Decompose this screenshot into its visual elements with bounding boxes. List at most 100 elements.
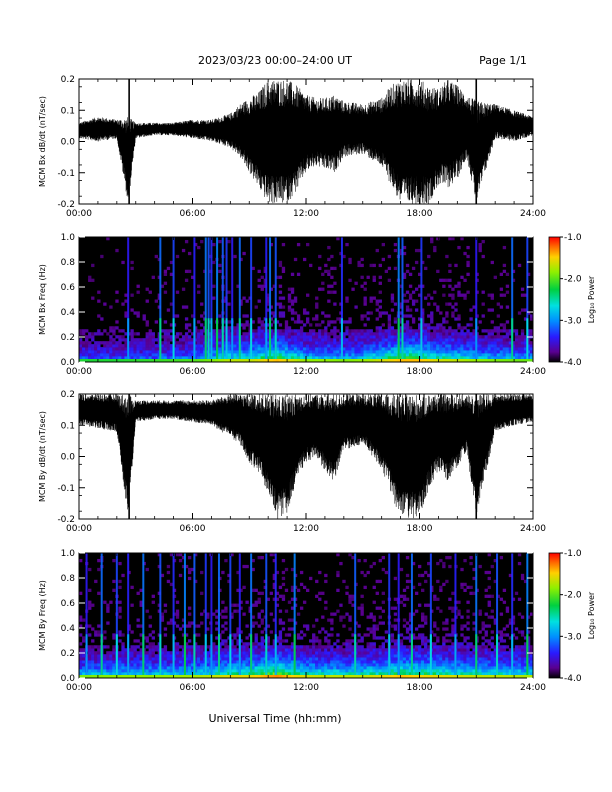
spectrogram-cell <box>451 651 455 655</box>
spectrogram-cell <box>348 260 352 265</box>
spectrogram-cell <box>148 672 152 676</box>
spectrogram-cell <box>287 663 292 667</box>
spectrogram-cell <box>442 329 446 333</box>
spectrogram-cell <box>194 353 198 357</box>
spectrogram-cell <box>517 630 522 634</box>
spectrogram-cell <box>327 645 331 649</box>
spectrogram-cell <box>436 237 440 241</box>
spectrogram-cell <box>354 335 358 339</box>
spectrogram-cell <box>290 645 295 649</box>
spectrogram-cell <box>145 347 149 351</box>
spectrogram-cell <box>424 350 428 354</box>
spectrogram-cell <box>206 669 210 673</box>
spectrogram-cell <box>88 350 92 354</box>
spectrogram-cell <box>408 666 413 670</box>
spectrogram-cell <box>245 663 249 667</box>
spectrogram-cell <box>339 561 343 566</box>
spectrogram-cell <box>194 657 198 661</box>
spectrogram-cell <box>457 609 461 613</box>
spectrogram-cell <box>97 660 101 664</box>
spectrogram-cell <box>178 558 183 563</box>
spectrogram-cell <box>484 669 488 673</box>
spectrogram-cell <box>333 347 337 351</box>
spectrogram-cell <box>402 326 407 330</box>
spectrogram-cell <box>290 657 295 661</box>
spectrogram-cell <box>257 299 261 303</box>
spectrogram-cell <box>484 612 488 616</box>
spectrogram-cell <box>224 645 228 649</box>
spectrogram-cell <box>315 296 319 300</box>
spectrogram-cell <box>163 341 168 345</box>
spectrogram-cell <box>369 669 373 673</box>
spectrogram-cell <box>417 323 422 327</box>
spectrogram-cell <box>281 356 286 360</box>
spectrogram-cell <box>345 344 349 348</box>
spectrogram-cell <box>178 669 183 673</box>
spectrogram-cell <box>378 615 382 619</box>
spectrogram-cell <box>351 651 355 655</box>
spectrogram-cell <box>445 654 449 658</box>
spectrogram-cell <box>442 651 446 655</box>
spectrogram-cell <box>457 672 461 676</box>
spectrogram-cell <box>318 645 322 649</box>
spectrogram-cell <box>499 305 504 309</box>
spectrogram-cell <box>366 275 370 279</box>
spectrogram-cell <box>345 242 349 247</box>
spectrogram-cell <box>445 278 449 282</box>
spectrogram-cell <box>118 609 122 613</box>
spectrogram-cell <box>514 666 519 670</box>
spectrogram-cell <box>490 666 494 670</box>
spectrogram-cell <box>236 654 240 658</box>
spectrogram-cell <box>236 350 240 354</box>
spectrogram-cell <box>469 585 473 590</box>
spectrogram-cell <box>357 353 361 357</box>
spectrogram-cell <box>502 245 507 250</box>
spectrogram-cell <box>499 645 504 649</box>
spectrogram-cell <box>309 645 313 649</box>
spectrogram-cell <box>478 645 482 649</box>
spectrogram-cell <box>327 323 331 327</box>
spectrogram-cell <box>236 338 240 342</box>
spectrogram-cell <box>369 564 373 569</box>
spectrogram-cell <box>351 329 355 333</box>
spectrogram-cell <box>257 612 261 616</box>
low-freq-band <box>275 359 280 362</box>
spectrogram-cell <box>130 585 134 590</box>
spectrogram-cell <box>242 651 246 655</box>
spectrogram-cell <box>469 645 473 649</box>
spectrogram-cell <box>327 669 331 673</box>
spectrogram-cell <box>145 353 149 357</box>
spectrogram-cell <box>333 663 337 667</box>
spectrogram-cell <box>306 654 310 658</box>
spectrogram-cell <box>348 341 352 345</box>
spectrogram-cell <box>442 284 446 288</box>
low-freq-band <box>369 359 373 362</box>
spectrogram-cell <box>372 356 376 360</box>
spectrogram-cell <box>124 672 128 676</box>
spectrogram-cell <box>411 299 416 303</box>
spectrogram-cell <box>427 603 431 607</box>
spectrogram-cell <box>312 651 316 655</box>
spectrogram-cell <box>190 332 195 336</box>
spectrogram-cell <box>163 651 168 655</box>
spectrogram-cell <box>154 645 158 649</box>
spectrogram-cell <box>463 335 467 339</box>
spectrogram-cell <box>508 669 513 673</box>
low-freq-band <box>230 359 234 362</box>
spectrogram-cell <box>151 594 155 598</box>
spectrogram-cell <box>433 290 437 294</box>
spectrogram-cell <box>523 338 528 342</box>
spectrogram-cell <box>414 591 419 595</box>
spectrogram-cell <box>151 642 155 646</box>
spectrogram-cell <box>296 338 301 342</box>
spectrogram-cell <box>106 663 110 667</box>
spectrogram-cell <box>284 338 289 342</box>
spectrogram-cell <box>187 356 192 360</box>
spectrogram-cell <box>433 326 437 330</box>
spectrogram-cell <box>508 654 513 658</box>
spectrogram-cell <box>130 332 134 336</box>
spectrogram-cell <box>517 645 522 649</box>
spectrogram-cell <box>82 344 86 348</box>
spectrogram-cell <box>236 588 240 592</box>
spectrogram-cell <box>233 332 237 336</box>
